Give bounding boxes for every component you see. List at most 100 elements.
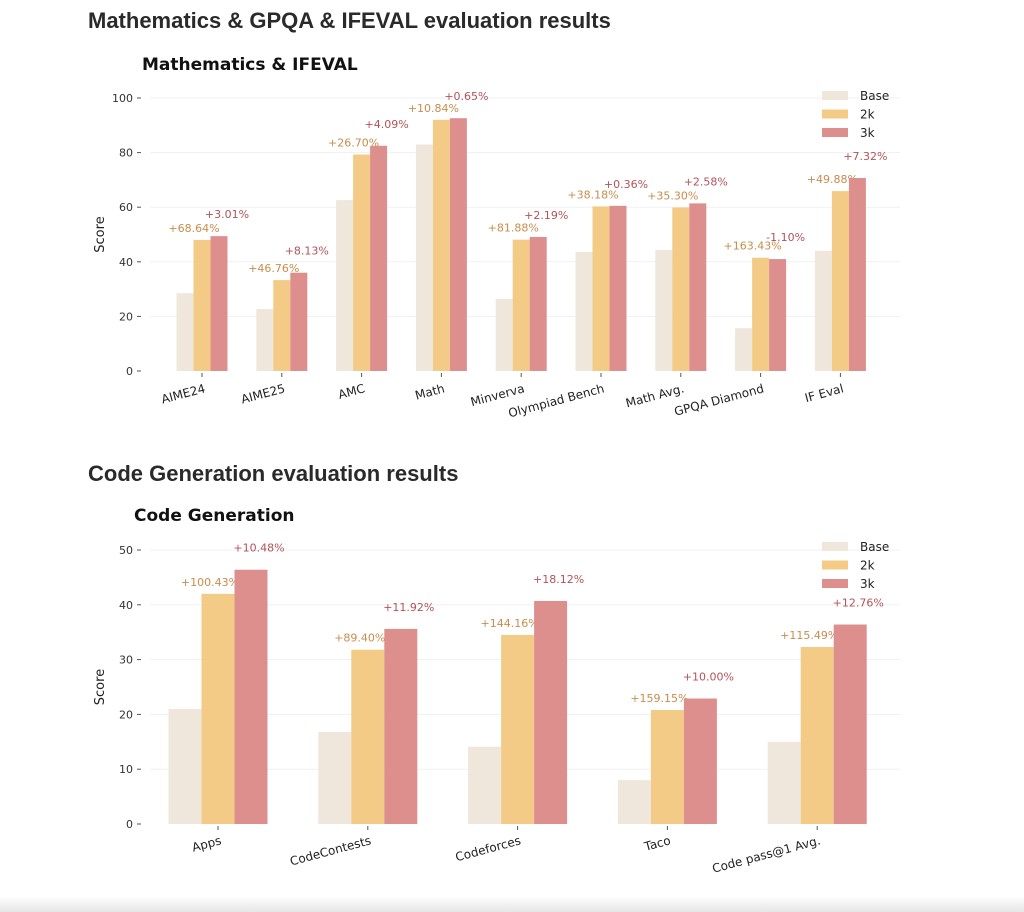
section-heading-math: Mathematics & GPQA & IFEVAL evaluation r…: [88, 8, 611, 33]
bar-2k-aime25: [273, 280, 291, 371]
y-tick-label: 20: [119, 310, 133, 323]
legend-swatch-2k: [822, 109, 848, 119]
data-label: +12.76%: [833, 597, 884, 610]
legend-swatch-base: [822, 91, 848, 100]
bar-2k-math: [432, 119, 450, 371]
legend-label: 3k: [860, 126, 875, 140]
data-label: +163.43%: [724, 240, 782, 253]
data-label: -1.10%: [766, 231, 805, 244]
y-tick-label: 10: [119, 763, 133, 776]
data-label: +8.13%: [285, 245, 329, 258]
bar-3k-amc: [370, 145, 388, 371]
data-label: +35.30%: [647, 189, 698, 202]
bar-3k-if-eval: [848, 177, 866, 371]
bar-base-math-avg-: [655, 250, 673, 371]
y-tick-label: 100: [112, 92, 133, 105]
data-label: +0.65%: [444, 90, 488, 103]
bar-base-aime24: [176, 293, 194, 371]
bar-2k-olympiad-bench: [592, 206, 610, 371]
chart-title: Mathematics & IFEVAL: [142, 55, 358, 75]
x-tick-label: Code pass@1 Avg.: [711, 833, 822, 875]
section-heading-code: Code Generation evaluation results: [88, 461, 459, 486]
bar-2k-code-pass-1-avg-: [800, 646, 834, 824]
bar-2k-if-eval: [831, 191, 849, 371]
data-label: +2.19%: [524, 209, 568, 222]
legend-label: Base: [860, 89, 889, 103]
bar-3k-code-pass-1-avg-: [833, 624, 867, 824]
data-label: +18.12%: [533, 573, 584, 586]
x-tick-label: Codeforces: [454, 833, 523, 864]
bar-2k-gpqa-diamond: [752, 257, 770, 371]
bar-2k-aime24: [193, 239, 211, 371]
bar-2k-taco: [650, 710, 684, 824]
bar-2k-codecontests: [351, 649, 385, 824]
bar-base-gpqa-diamond: [735, 328, 753, 371]
data-label: +11.92%: [383, 601, 434, 614]
bar-3k-olympiad-bench: [609, 205, 627, 371]
bottom-scroll-shadow: [0, 896, 1024, 912]
y-tick-label: 0: [126, 365, 133, 378]
bar-base-amc: [336, 200, 354, 371]
y-tick-label: 80: [119, 147, 133, 160]
data-label: +38.18%: [567, 188, 618, 201]
y-tick-label: 40: [119, 599, 133, 612]
x-tick-label: GPQA Diamond: [673, 381, 766, 418]
data-label: +4.09%: [365, 118, 409, 131]
data-label: +81.88%: [488, 222, 539, 235]
y-tick-label: 0: [126, 818, 133, 831]
x-tick-label: IF Eval: [803, 381, 845, 405]
data-label: +10.48%: [233, 542, 284, 555]
bar-base-codeforces: [468, 746, 502, 824]
bar-2k-codeforces: [501, 634, 535, 824]
legend-swatch-base: [822, 542, 848, 551]
bar-base-codecontests: [318, 731, 352, 824]
y-axis-label: Score: [93, 216, 108, 252]
data-label: +3.01%: [205, 208, 249, 221]
y-tick-label: 50: [119, 544, 133, 557]
legend-swatch-2k: [822, 560, 848, 570]
bar-3k-codecontests: [384, 628, 418, 824]
bar-3k-minverva: [529, 236, 547, 371]
bar-base-apps: [168, 708, 202, 824]
bar-base-taco: [617, 780, 651, 824]
data-label: +89.40%: [334, 632, 385, 645]
data-label: +144.16%: [481, 617, 539, 630]
y-tick-label: 40: [119, 256, 133, 269]
x-tick-label: Apps: [190, 833, 222, 854]
bar-3k-aime25: [290, 272, 308, 371]
legend-label: 2k: [860, 108, 875, 122]
bar-base-if-eval: [814, 250, 832, 371]
legend-label: Base: [860, 540, 889, 554]
bar-3k-codeforces: [534, 600, 568, 824]
x-tick-label: AIME24: [160, 381, 207, 406]
data-label: +115.49%: [780, 629, 838, 642]
bar-3k-taco: [683, 698, 717, 824]
bar-2k-math-avg-: [672, 207, 690, 371]
data-label: +100.43%: [181, 576, 239, 589]
data-label: +7.32%: [843, 150, 887, 163]
bar-3k-gpqa-diamond: [769, 259, 787, 371]
y-axis-label: Score: [93, 669, 108, 705]
data-label: +49.88%: [807, 173, 858, 186]
legend-label: 3k: [860, 577, 875, 591]
x-tick-label: Math: [414, 381, 447, 402]
bar-base-aime25: [256, 309, 274, 371]
bar-2k-minverva: [512, 239, 530, 371]
bar-base-math: [415, 144, 433, 371]
bar-base-olympiad-bench: [575, 251, 593, 371]
data-label: +26.70%: [328, 137, 379, 150]
x-tick-label: Taco: [642, 833, 672, 854]
bar-3k-aime24: [210, 236, 228, 371]
chart-title: Code Generation: [134, 506, 294, 526]
bar-2k-amc: [353, 154, 371, 371]
data-label: +10.00%: [683, 671, 734, 684]
data-label: +159.15%: [630, 692, 688, 705]
y-tick-label: 30: [119, 654, 133, 667]
x-tick-label: AMC: [337, 381, 367, 401]
data-label: +46.76%: [248, 262, 299, 275]
x-tick-label: CodeContests: [288, 833, 372, 868]
y-tick-label: 60: [119, 201, 133, 214]
bar-3k-apps: [234, 569, 268, 824]
data-label: +10.84%: [408, 102, 459, 115]
